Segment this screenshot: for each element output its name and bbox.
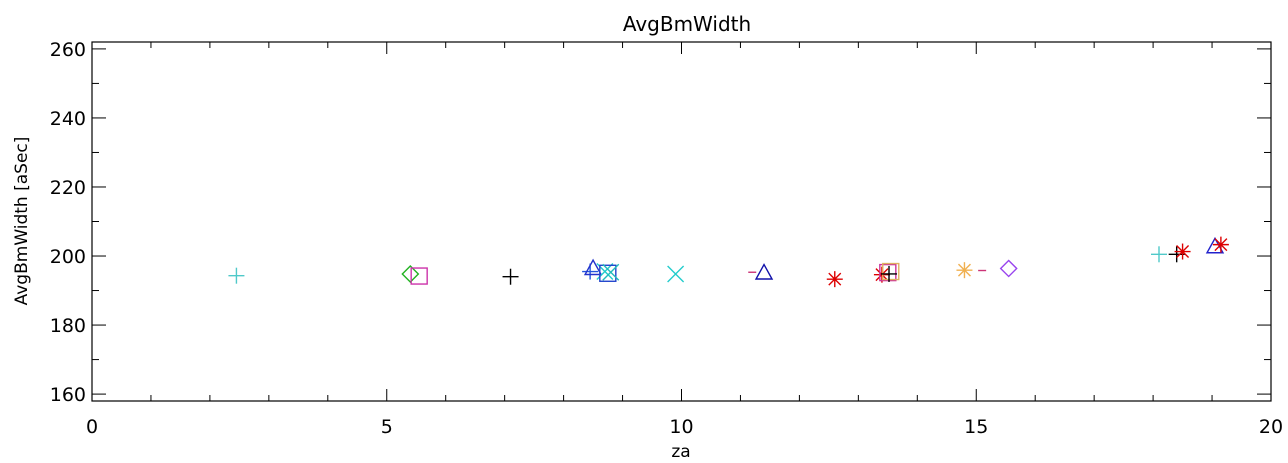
data-point-x <box>667 265 685 283</box>
data-point-asterisk <box>1174 243 1191 260</box>
x-minor-ticks <box>150 42 1213 401</box>
y-tick-label: 180 <box>50 315 86 337</box>
x-tick-label: 15 <box>964 416 988 438</box>
data-point-asterisk <box>956 262 973 279</box>
data-point-square <box>882 262 900 281</box>
data-point-plus <box>502 268 519 285</box>
data-point-diamond <box>999 259 1018 278</box>
data-point-asterisk <box>826 271 843 288</box>
data-point-triangle <box>583 258 603 276</box>
y-axis-label: AvgBmWidth [aSec] <box>12 137 32 306</box>
data-points <box>228 236 1229 288</box>
data-point-x <box>602 263 620 281</box>
data-point-triangle <box>754 263 774 280</box>
plot-frame <box>91 41 1272 402</box>
data-point-asterisk <box>1212 236 1229 253</box>
data-point-plus <box>228 267 245 284</box>
x-tick-label: 10 <box>669 416 693 438</box>
data-point-square <box>879 263 897 282</box>
x-tick-label: 5 <box>381 416 393 438</box>
x-tick-label: 0 <box>86 416 98 438</box>
y-minor-ticks <box>92 82 1271 361</box>
y-tick-label: 220 <box>50 177 86 199</box>
y-tick-label: 160 <box>50 384 86 406</box>
x-axis-ticks: 0 5 10 15 20 <box>86 42 1283 438</box>
data-point-square <box>410 267 428 285</box>
x-axis-label: za <box>671 442 690 462</box>
chart-title: AvgBmWidth <box>623 12 751 36</box>
y-tick-label: 200 <box>50 246 86 268</box>
y-tick-label: 260 <box>50 39 86 61</box>
y-tick-label: 240 <box>50 108 86 130</box>
y-axis-ticks: 160 180 200 220 240 260 <box>50 39 1271 406</box>
data-point-plus <box>1150 246 1167 263</box>
data-point-diamond <box>401 264 420 283</box>
x-tick-label: 20 <box>1259 416 1283 438</box>
data-point-plus <box>881 265 898 282</box>
data-point-square <box>599 264 617 282</box>
